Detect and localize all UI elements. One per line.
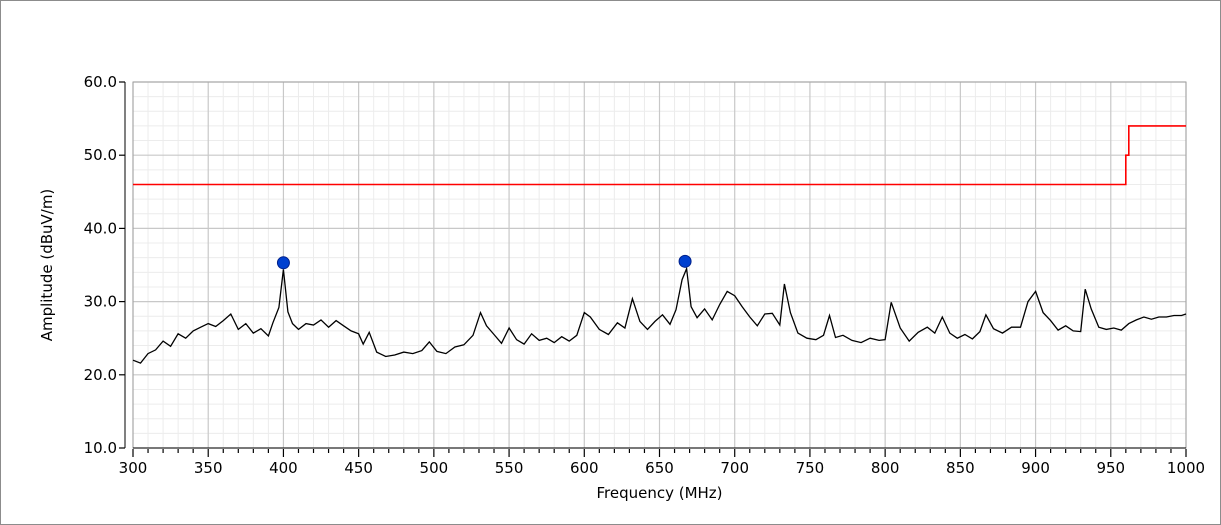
major-grid [132, 81, 1187, 449]
peak-markers [276, 254, 692, 270]
x-axis-ticks: 300 350 400 450 500 550 600 650 700 750 800 850 900 9… [119, 449, 1205, 477]
x-tick-label: 550 [495, 459, 524, 477]
peak-marker [276, 256, 290, 270]
x-tick-label: 300 [119, 459, 148, 477]
y-tick-label: 60.0 [84, 73, 117, 91]
x-tick-label: 600 [570, 459, 599, 477]
series-layer [132, 125, 1187, 364]
x-tick-label: 650 [645, 459, 674, 477]
y-axis-ticks: 10.0 20.0 30.0 40.0 50.0 60.0 [84, 73, 125, 457]
x-tick-label: 400 [269, 459, 298, 477]
x-tick-label: 350 [194, 459, 223, 477]
x-tick-label: 450 [344, 459, 373, 477]
axes [124, 82, 1186, 449]
limit-line [133, 125, 1186, 186]
y-tick-label: 20.0 [84, 366, 117, 384]
y-tick-label: 30.0 [84, 293, 117, 311]
measurement-trace [132, 266, 1187, 364]
x-tick-label: 800 [871, 459, 900, 477]
x-axis-title: Frequency (MHz) [596, 484, 722, 502]
x-tick-label: 1000 [1167, 459, 1205, 477]
peak-marker [678, 254, 692, 268]
x-tick-label: 900 [1021, 459, 1050, 477]
y-tick-label: 10.0 [84, 439, 117, 457]
y-tick-label: 50.0 [84, 146, 117, 164]
x-tick-label: 750 [796, 459, 825, 477]
y-tick-label: 40.0 [84, 219, 117, 237]
x-tick-label: 950 [1096, 459, 1125, 477]
x-tick-label: 850 [946, 459, 975, 477]
x-tick-label: 500 [420, 459, 449, 477]
y-axis-title: Amplitude (dBuV/m) [38, 189, 56, 342]
x-tick-label: 700 [720, 459, 749, 477]
